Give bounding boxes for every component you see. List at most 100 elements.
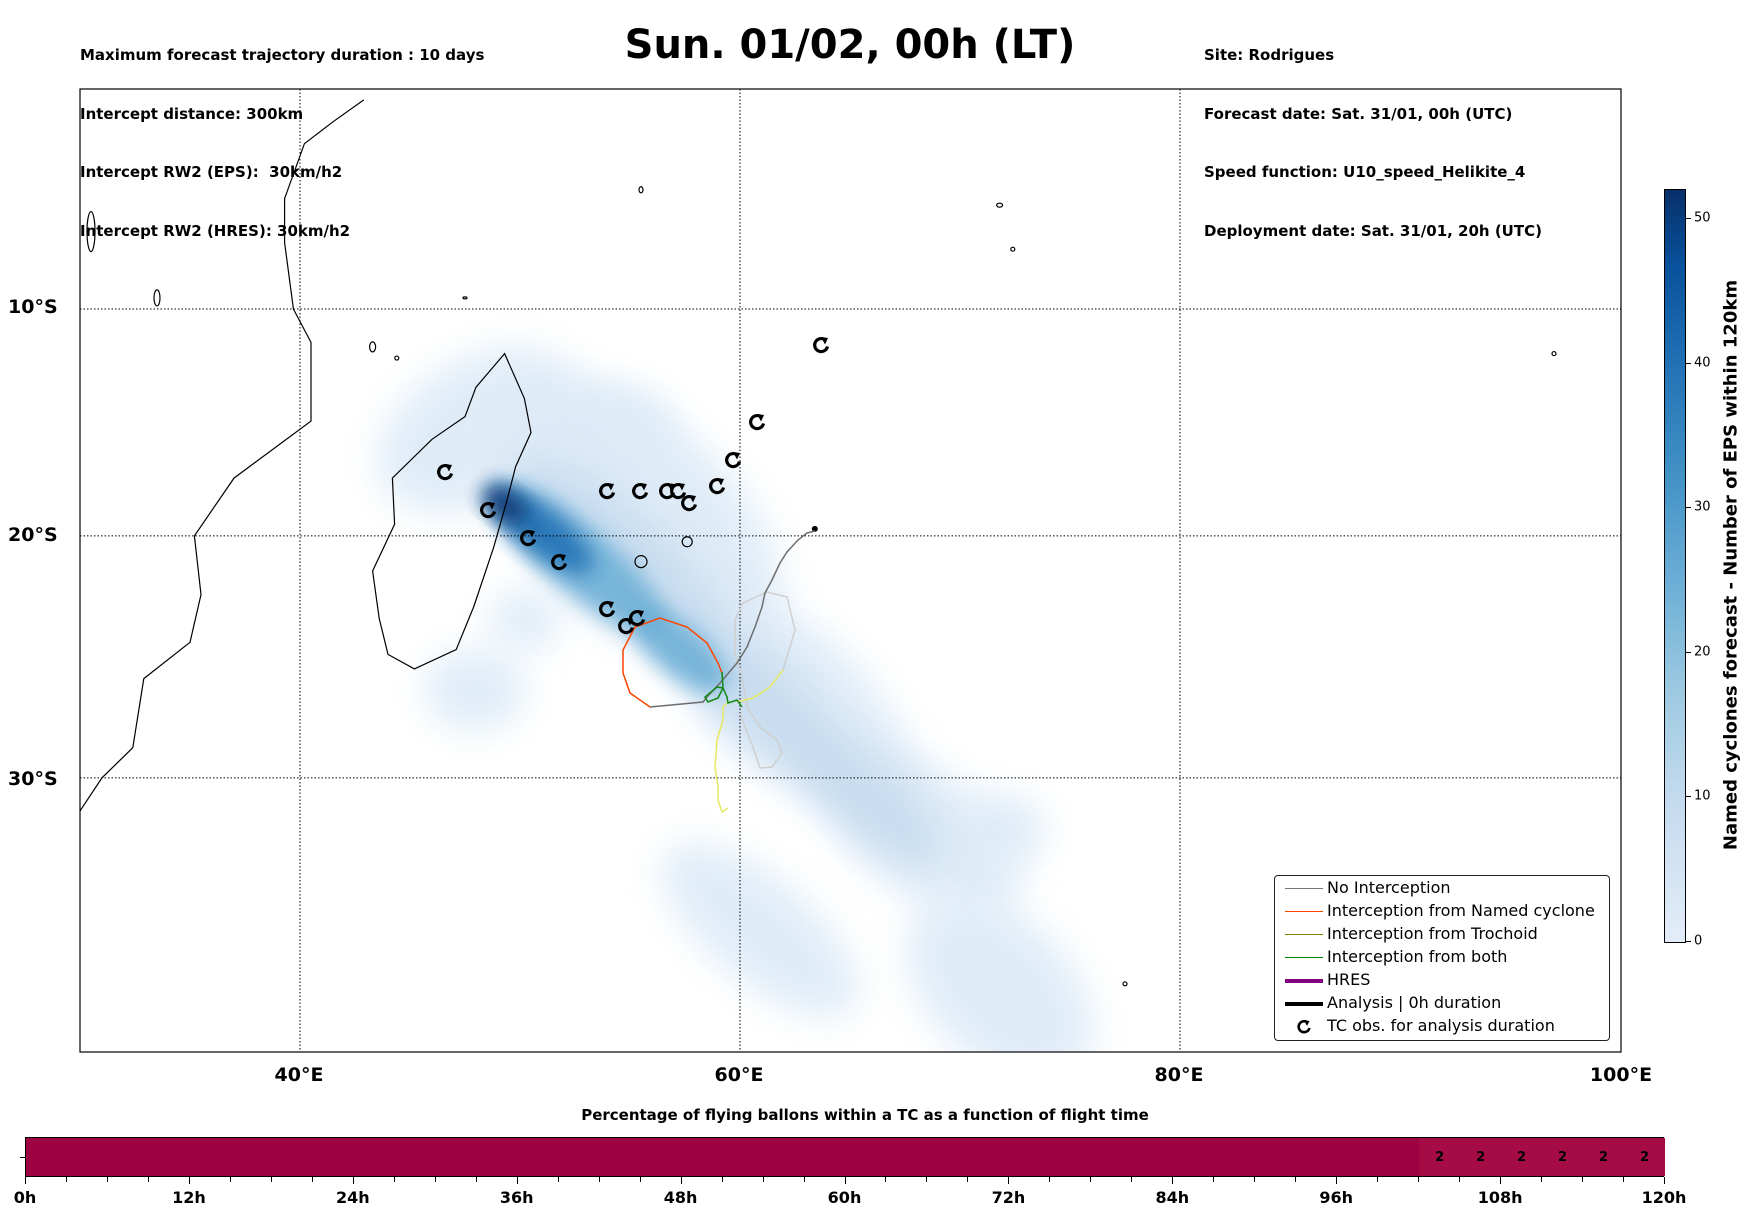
cyclone-symbol-icon bbox=[681, 495, 698, 512]
bar-tick bbox=[967, 1177, 969, 1182]
speed-function-text: Speed function: U10_speed_Helikite_4 bbox=[1204, 163, 1526, 181]
island bbox=[1122, 981, 1128, 987]
bar-tick bbox=[1500, 1177, 1502, 1184]
bar-tick bbox=[1623, 1177, 1625, 1182]
island bbox=[638, 186, 644, 194]
cyclone-symbol-arc bbox=[551, 554, 568, 571]
colorbar-tick bbox=[1686, 796, 1691, 798]
cyclone-symbol-arrow bbox=[607, 483, 614, 491]
bar-tick bbox=[1459, 1177, 1461, 1182]
density-blob bbox=[662, 843, 858, 1017]
cyclone-symbol-arc bbox=[520, 530, 537, 547]
track-no-interception-light bbox=[734, 591, 796, 769]
island bbox=[995, 202, 1004, 208]
bar-cell: 2 bbox=[1583, 1138, 1625, 1176]
bar-tick-label: 24h bbox=[335, 1188, 370, 1207]
bar-tick bbox=[1131, 1177, 1133, 1182]
bar-tick-label: 108h bbox=[1477, 1188, 1523, 1207]
legend-item-no-interception: No Interception bbox=[1275, 878, 1609, 900]
bar-tick bbox=[1582, 1177, 1584, 1182]
cyclone-symbol-arc bbox=[599, 601, 616, 618]
colorbar-tick bbox=[1686, 362, 1691, 364]
intercept-distance-text: Intercept distance: 300km bbox=[80, 104, 304, 123]
cyclone-symbol-arc bbox=[670, 483, 687, 500]
lat-tick-10s: 10°S bbox=[8, 296, 58, 318]
cyclone-symbol-arrow bbox=[667, 483, 674, 491]
colorbar-tick-label: 10 bbox=[1694, 788, 1711, 804]
bar-tick bbox=[434, 1177, 436, 1182]
cyclone-symbol-icon bbox=[632, 483, 649, 500]
map-frame bbox=[79, 88, 1622, 1053]
legend-item-both: Interception from both bbox=[1275, 947, 1609, 969]
cyclone-symbol-arc bbox=[749, 414, 766, 431]
bar-cell: 2 bbox=[1419, 1138, 1461, 1176]
bar-tick bbox=[1049, 1177, 1051, 1182]
figure-title: Sun. 01/02, 00h (LT) bbox=[624, 22, 1076, 68]
cyclone-symbol-arrow bbox=[678, 483, 685, 491]
bar-tick bbox=[1213, 1177, 1215, 1182]
coastlines bbox=[80, 99, 1557, 987]
density-blob bbox=[483, 486, 527, 524]
cyclone-symbol-arrow bbox=[488, 502, 495, 510]
bar-tick bbox=[885, 1177, 887, 1182]
legend-item-hres: HRES bbox=[1275, 970, 1609, 992]
bar-tick-label: 120h bbox=[1641, 1188, 1687, 1207]
bar-tick bbox=[1418, 1177, 1420, 1182]
bar-cell: 2 bbox=[1624, 1138, 1665, 1176]
cyclone-symbol-arrow bbox=[733, 452, 740, 460]
cyclone-symbol-arc bbox=[709, 478, 726, 495]
bar-tick bbox=[1295, 1177, 1297, 1182]
bar-y-tick bbox=[20, 1157, 25, 1158]
legend: No Interception Interception from Named … bbox=[1274, 875, 1610, 1041]
track-named-cyclone bbox=[622, 617, 723, 708]
cyclone-symbol-arc bbox=[681, 495, 698, 512]
density-blob bbox=[955, 795, 1045, 865]
island bbox=[1551, 350, 1557, 357]
bar-tick bbox=[926, 1177, 928, 1182]
island bbox=[86, 210, 96, 253]
bar-tick bbox=[1664, 1177, 1665, 1184]
cyclone-symbol-arrow bbox=[559, 554, 566, 562]
bar-tick bbox=[1254, 1177, 1256, 1182]
lat-tick-20s: 20°S bbox=[8, 524, 58, 546]
cyclone-symbol-arc bbox=[725, 452, 742, 469]
colorbar-label: Named cyclones forecast - Number of EPS … bbox=[1720, 279, 1742, 851]
cyclone-symbol-arc bbox=[618, 618, 635, 635]
bar-tick bbox=[270, 1177, 272, 1182]
bar-tick bbox=[1008, 1177, 1010, 1184]
cyclone-symbol-arrow bbox=[821, 337, 828, 345]
tc-observations bbox=[437, 337, 830, 635]
track-trochoid bbox=[736, 669, 784, 703]
bar-tick-label: 96h bbox=[1319, 1188, 1354, 1207]
cyclone-symbol-arrow bbox=[607, 601, 614, 609]
cyclone-symbol-arrow bbox=[637, 610, 644, 618]
header-right: Site: Rodrigues Forecast date: Sat. 31/0… bbox=[1204, 7, 1542, 280]
colorbar-tick bbox=[1686, 507, 1691, 509]
density-blob bbox=[631, 606, 729, 694]
legend-item-tc-obs: TC obs. for analysis duration bbox=[1275, 1016, 1609, 1038]
bar-tick-label: 12h bbox=[172, 1188, 206, 1207]
cyclone-symbol-icon bbox=[670, 483, 687, 500]
cyclone-symbol-arc bbox=[632, 483, 649, 500]
bar-tick bbox=[352, 1177, 354, 1184]
bar-tick-label: 84h bbox=[1155, 1188, 1190, 1207]
deployment-date-text: Deployment date: Sat. 31/01, 20h (UTC) bbox=[1204, 221, 1542, 240]
cyclone-symbol-icon bbox=[551, 554, 568, 571]
colorbar-tick bbox=[1686, 217, 1691, 219]
cyclone-symbol-arrow bbox=[640, 483, 647, 491]
bar-cell bbox=[26, 1138, 1420, 1176]
cyclone-symbol-arrow bbox=[757, 414, 764, 422]
island bbox=[1010, 246, 1016, 252]
bar-tick-label: 72h bbox=[991, 1188, 1026, 1207]
island bbox=[369, 341, 377, 353]
density-blob bbox=[490, 590, 560, 650]
colorbar-tick bbox=[1686, 941, 1691, 942]
bar-cell: 2 bbox=[1542, 1138, 1584, 1176]
bar-tick-label: 60h bbox=[827, 1188, 862, 1207]
colorbar bbox=[1664, 189, 1686, 943]
cyclone-symbol-icon bbox=[659, 483, 676, 500]
island bbox=[681, 536, 693, 548]
bar-tick bbox=[188, 1177, 190, 1184]
bar-tick bbox=[1377, 1177, 1379, 1182]
